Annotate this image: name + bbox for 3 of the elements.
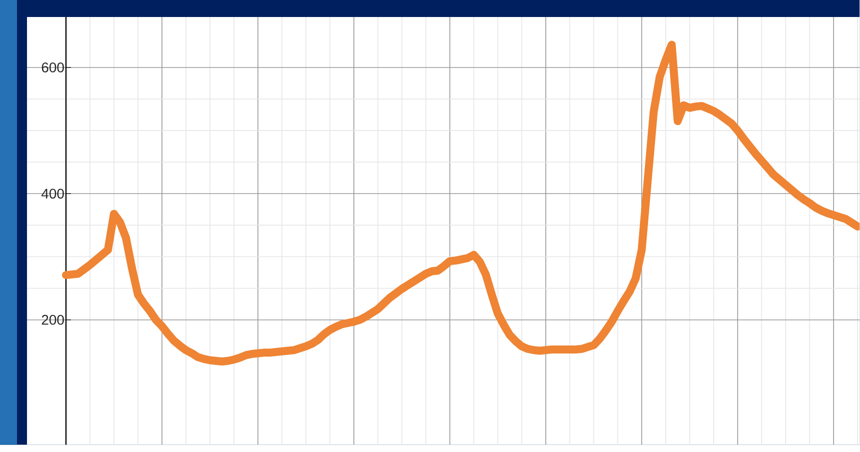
y-tick-label: 600 [42,62,64,73]
y-tick-label: 400 [42,188,64,199]
y-tick-label: 200 [42,315,64,325]
